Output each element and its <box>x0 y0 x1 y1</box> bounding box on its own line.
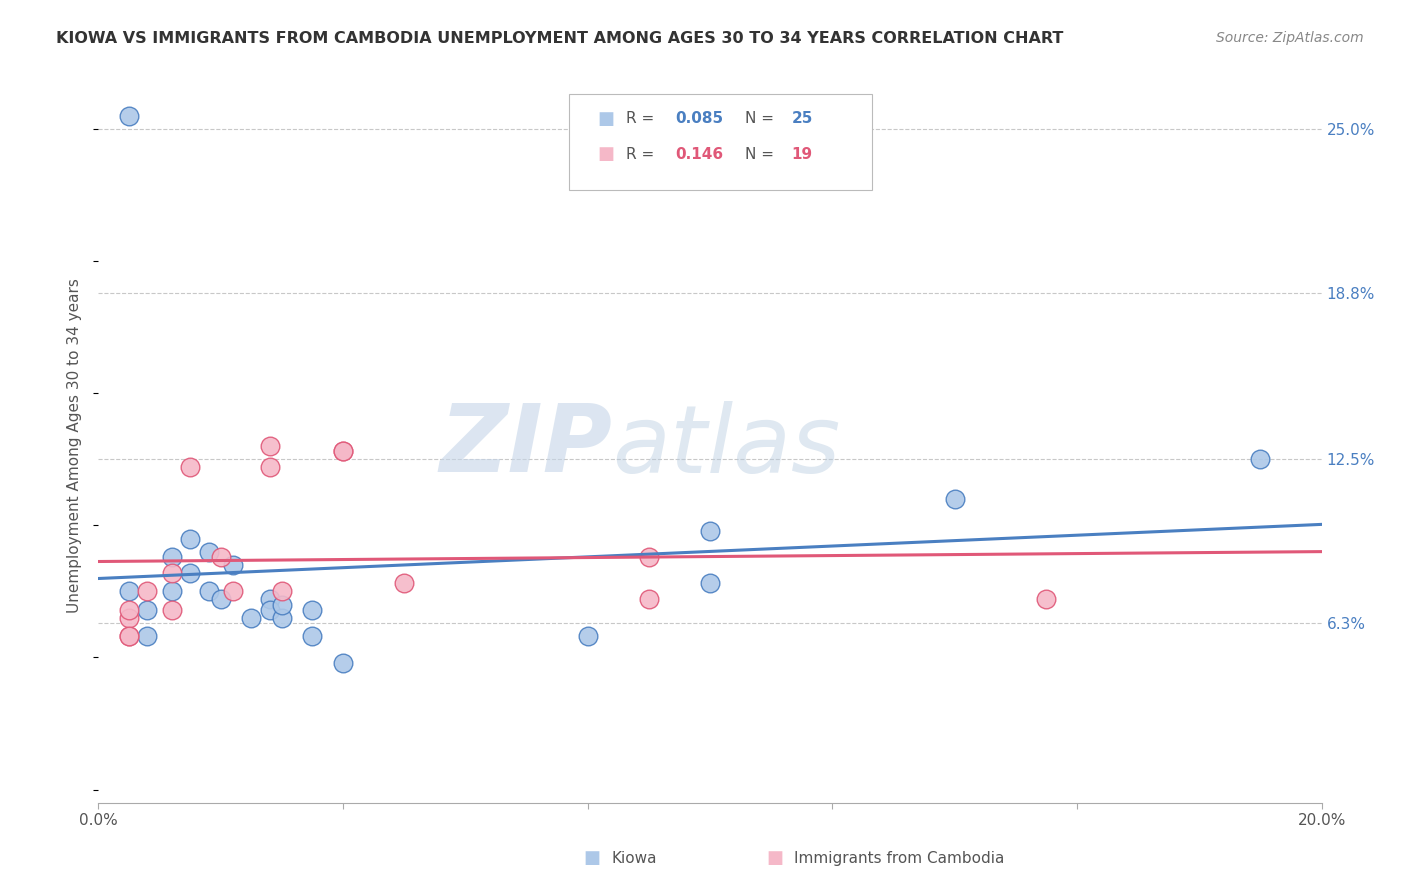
Text: R =: R = <box>626 112 654 126</box>
Point <box>118 629 141 643</box>
Point <box>637 592 661 607</box>
Point <box>576 629 599 643</box>
Text: atlas: atlas <box>612 401 841 491</box>
Text: 25: 25 <box>792 112 813 126</box>
Point <box>1035 592 1057 607</box>
Text: 0.085: 0.085 <box>675 112 723 126</box>
Point <box>179 566 201 580</box>
Point <box>699 576 721 591</box>
Text: ■: ■ <box>598 145 614 163</box>
Point <box>118 611 141 625</box>
Text: R =: R = <box>626 147 654 161</box>
Point <box>699 524 721 538</box>
Point <box>222 558 245 572</box>
Point <box>197 545 219 559</box>
Point <box>136 584 159 599</box>
Text: ■: ■ <box>598 110 614 128</box>
Point <box>118 584 141 599</box>
Point <box>160 549 183 564</box>
Text: ZIP: ZIP <box>439 400 612 492</box>
Text: ■: ■ <box>583 849 600 867</box>
Point <box>637 549 661 564</box>
Point <box>259 460 281 475</box>
Text: Immigrants from Cambodia: Immigrants from Cambodia <box>794 851 1005 865</box>
Point <box>118 603 141 617</box>
Text: ■: ■ <box>766 849 783 867</box>
Point <box>332 656 354 670</box>
Point <box>136 603 159 617</box>
Text: Kiowa: Kiowa <box>612 851 657 865</box>
Point <box>943 491 966 506</box>
Point <box>270 598 292 612</box>
Point <box>160 584 183 599</box>
Y-axis label: Unemployment Among Ages 30 to 34 years: Unemployment Among Ages 30 to 34 years <box>67 278 83 614</box>
Text: 19: 19 <box>792 147 813 161</box>
Point <box>301 629 323 643</box>
Point <box>392 576 416 591</box>
Point <box>270 584 292 599</box>
Text: KIOWA VS IMMIGRANTS FROM CAMBODIA UNEMPLOYMENT AMONG AGES 30 TO 34 YEARS CORRELA: KIOWA VS IMMIGRANTS FROM CAMBODIA UNEMPL… <box>56 31 1063 46</box>
Point <box>209 549 232 564</box>
Point <box>270 611 292 625</box>
Text: Source: ZipAtlas.com: Source: ZipAtlas.com <box>1216 31 1364 45</box>
Text: N =: N = <box>745 112 775 126</box>
Point <box>1249 452 1271 467</box>
Text: 0.146: 0.146 <box>675 147 723 161</box>
Point <box>179 532 201 546</box>
Point <box>118 629 141 643</box>
Point <box>332 444 354 458</box>
Point <box>136 629 159 643</box>
Point <box>259 592 281 607</box>
Point <box>259 603 281 617</box>
Point <box>240 611 263 625</box>
Point <box>197 584 219 599</box>
Point <box>160 603 183 617</box>
Point <box>332 444 354 458</box>
Point <box>259 439 281 453</box>
Point <box>301 603 323 617</box>
Point <box>118 109 141 123</box>
Point <box>160 566 183 580</box>
Point <box>209 592 232 607</box>
Point <box>179 460 201 475</box>
Text: N =: N = <box>745 147 775 161</box>
Point <box>222 584 245 599</box>
